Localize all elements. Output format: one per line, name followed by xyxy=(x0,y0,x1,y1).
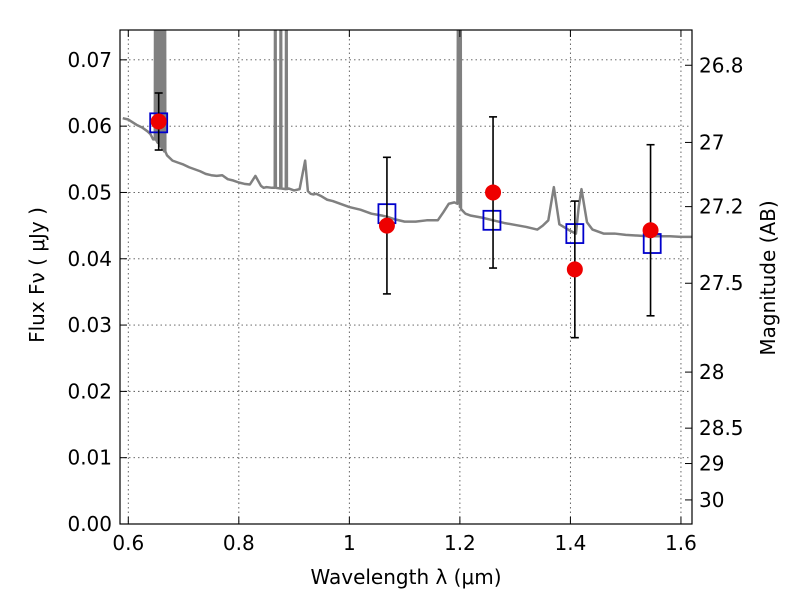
mag-tick-label: 26.8 xyxy=(699,53,744,77)
observed-photometry-point xyxy=(150,113,167,130)
mag-tick-label: 30 xyxy=(699,488,724,512)
x-tick-label: 1 xyxy=(343,531,356,555)
model-sed-line xyxy=(122,30,692,239)
y-axis-right-label: Magnitude (AB) xyxy=(756,200,780,355)
mag-tick-label: 28.5 xyxy=(699,416,744,440)
plot-frame xyxy=(119,29,693,525)
grid xyxy=(120,30,692,525)
y-tick-label: 0.07 xyxy=(67,48,112,72)
mag-tick-label: 28 xyxy=(699,360,724,384)
plot-area xyxy=(122,30,692,339)
y-axis-label: Flux Fν ( μJy ) xyxy=(25,207,49,343)
x-tick-label: 1.4 xyxy=(555,531,587,555)
x-tick-label: 1.2 xyxy=(444,531,476,555)
x-tick-label: 1.6 xyxy=(665,531,697,555)
model-photometry-point xyxy=(482,209,502,231)
mag-tick-label: 29 xyxy=(699,452,724,476)
y-tick-label: 0.06 xyxy=(67,114,112,138)
x-tick-label: 0.6 xyxy=(112,531,144,555)
observed-photometry-point xyxy=(566,261,583,278)
y-tick-label: 0.04 xyxy=(67,247,112,271)
x-tick-label: 0.8 xyxy=(223,531,255,555)
mag-tick-label: 27.2 xyxy=(699,195,744,219)
axes: 0.6 0.8 1 1.2 1.4 1.6 0.00 0.01 0.02 0.03 0.04 0.05… xyxy=(67,29,744,555)
x-axis-label: Wavelength λ (μm) xyxy=(310,565,501,589)
mag-tick-label: 27.5 xyxy=(699,271,744,295)
y-tick-label: 0.02 xyxy=(67,379,112,403)
observed-photometry-point xyxy=(485,184,502,201)
observed-photometry-point xyxy=(378,217,395,234)
y-tick-label: 0.05 xyxy=(67,180,112,204)
y-tick-label: 0.03 xyxy=(67,313,112,337)
y-tick-label: 0.01 xyxy=(67,446,112,470)
observed-photometry-point xyxy=(642,222,659,239)
y-tick-label: 0.00 xyxy=(67,512,112,536)
mag-tick-label: 27 xyxy=(699,130,724,154)
